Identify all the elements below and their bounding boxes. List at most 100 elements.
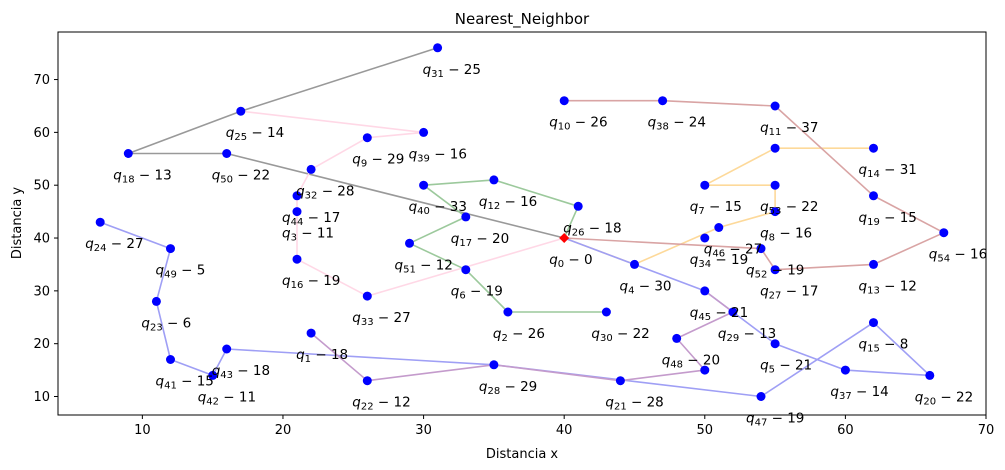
point-q34 <box>700 233 710 243</box>
label-q1: q1 − 18 <box>296 347 348 365</box>
label-q23: q23 − 6 <box>141 315 191 333</box>
label-q43: q43 − 18 <box>212 363 270 381</box>
depot-point <box>559 233 570 244</box>
label-q3: q3 − 11 <box>282 226 334 244</box>
label-q14: q14 − 31 <box>859 162 917 180</box>
point-q38 <box>658 96 668 106</box>
point-q27 <box>770 265 780 275</box>
x-tick-label-40: 40 <box>556 423 573 438</box>
point-q20 <box>925 370 935 380</box>
point-qA <box>700 365 710 375</box>
label-q21: q21 − 28 <box>605 395 663 413</box>
point-q14 <box>869 143 878 153</box>
label-q54: q54 − 16 <box>929 247 987 265</box>
label-q53: q53 − 22 <box>760 199 818 217</box>
point-q1 <box>306 328 316 338</box>
x-tick-label-50: 50 <box>697 423 714 438</box>
label-q13: q13 − 12 <box>859 278 917 296</box>
y-tick-label-40: 40 <box>33 232 50 247</box>
x-tick-label-20: 20 <box>275 423 292 438</box>
label-q40: q40 − 33 <box>409 199 467 217</box>
label-q31: q31 − 25 <box>423 62 481 80</box>
label-q2: q2 − 26 <box>493 326 545 344</box>
point-q44 <box>292 191 302 201</box>
y-tick-label-70: 70 <box>33 73 50 88</box>
point-q29 <box>728 307 738 317</box>
x-tick-label-70: 70 <box>978 423 995 438</box>
point-q43 <box>222 344 232 354</box>
label-q45: q45 − 21 <box>690 305 748 323</box>
x-axis-label: Distancia x <box>486 447 559 462</box>
label-q0: q0 − 0 <box>549 252 592 270</box>
plot-frame <box>57 31 987 416</box>
point-q9 <box>362 133 372 143</box>
point-q15 <box>869 318 878 328</box>
point-q13 <box>869 259 878 269</box>
label-q11: q11 − 37 <box>760 120 818 138</box>
point-q54 <box>939 228 949 238</box>
label-q20: q20 − 22 <box>915 389 973 407</box>
label-q26: q26 − 18 <box>563 220 621 238</box>
y-tick-label-10: 10 <box>33 390 50 405</box>
point-q46 <box>714 223 724 232</box>
label-q6: q6 − 19 <box>451 284 503 302</box>
x-tick-label-60: 60 <box>837 423 854 438</box>
y-axis-ticks: 10 20 30 40 50 60 70 <box>33 73 58 405</box>
point-q26 <box>573 201 583 211</box>
label-q49: q49 − 5 <box>156 263 206 281</box>
y-tick-label-30: 30 <box>33 284 50 299</box>
label-q22: q22 − 12 <box>352 395 410 413</box>
x-tick-label-10: 10 <box>134 423 151 438</box>
point-q28 <box>489 360 499 370</box>
label-q8: q8 − 16 <box>760 226 812 244</box>
y-tick-label-20: 20 <box>33 337 50 352</box>
point-q10 <box>559 96 569 106</box>
label-q42: q42 − 11 <box>198 389 256 407</box>
chart-title: Nearest_Neighbor <box>455 10 590 29</box>
label-q18: q18 − 13 <box>113 168 171 186</box>
route-lines <box>99 47 945 398</box>
point-q19 <box>869 191 878 201</box>
customer-points <box>95 43 949 401</box>
label-q12: q12 − 16 <box>479 194 537 212</box>
label-q32: q32 − 28 <box>296 183 354 201</box>
label-q41: q41 − 15 <box>156 374 214 392</box>
point-q39 <box>419 127 429 137</box>
label-q46: q46 − 27 <box>704 242 762 260</box>
point-q45 <box>700 286 710 296</box>
depot-marker <box>559 233 570 244</box>
label-q9: q9 − 29 <box>352 152 404 170</box>
label-q29: q29 − 13 <box>718 326 776 344</box>
label-q28: q28 − 29 <box>479 379 537 397</box>
point-q22 <box>362 376 372 386</box>
point-q11 <box>770 101 780 111</box>
point-q25 <box>236 106 246 116</box>
route-line-6 <box>99 221 931 398</box>
label-q51: q51 − 12 <box>395 257 453 275</box>
point-q31 <box>433 43 443 53</box>
label-q44: q44 − 17 <box>282 210 340 228</box>
point-q33 <box>362 291 372 301</box>
y-axis-label: Distancia y <box>10 187 25 260</box>
label-q48: q48 − 20 <box>662 352 720 370</box>
point-qB <box>770 143 780 153</box>
point-labels: q1 − 18 q2 − 26 q3 − 11 q4 − 30 q5 − 21 q6 − … <box>85 62 987 429</box>
point-q52 <box>756 244 766 254</box>
point-q8 <box>770 207 780 217</box>
label-q7: q7 − 15 <box>690 199 742 217</box>
route-line-7 <box>310 290 734 382</box>
label-q24: q24 − 27 <box>85 236 143 254</box>
point-q48 <box>672 333 682 343</box>
point-q4 <box>630 259 639 269</box>
point-q6 <box>461 265 471 275</box>
point-q12 <box>489 175 499 185</box>
label-q10: q10 − 26 <box>549 115 607 133</box>
point-q50 <box>222 149 232 158</box>
point-q21 <box>615 376 625 386</box>
point-q16 <box>292 254 302 264</box>
point-q3 <box>292 207 302 217</box>
label-q19: q19 − 15 <box>859 210 917 228</box>
point-q53 <box>770 180 780 190</box>
point-q32 <box>306 164 316 174</box>
